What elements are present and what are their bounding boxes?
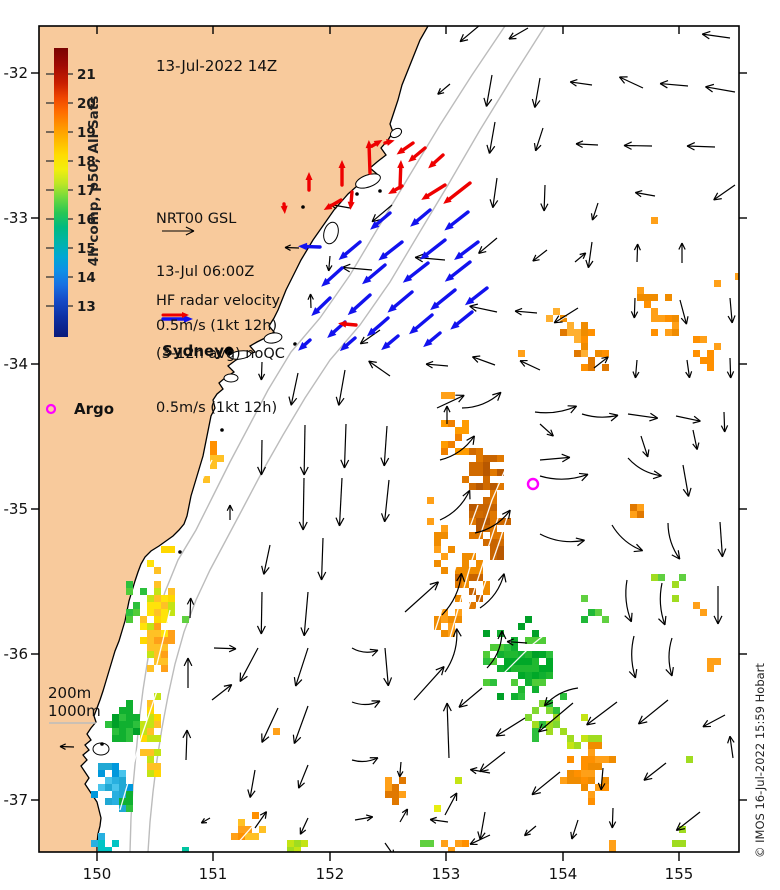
gsl-legend-line3: 0.5m/s (1kt 12h) bbox=[156, 317, 278, 334]
sydney-city-dot bbox=[224, 346, 234, 356]
x-tick-label: 154 bbox=[549, 865, 578, 883]
colorbar-tick-label: 16 bbox=[77, 212, 96, 228]
bay-inlet bbox=[223, 373, 239, 383]
depth-200m-label: 200m bbox=[48, 684, 92, 702]
colorbar-tick-label: 19 bbox=[77, 125, 96, 141]
sst-contour-line bbox=[446, 469, 506, 649]
y-tick-label: -33 bbox=[4, 209, 29, 227]
bay-inlet bbox=[389, 127, 403, 139]
sst-contour-line bbox=[235, 819, 259, 846]
islet bbox=[293, 342, 297, 346]
argo-legend-label: Argo bbox=[74, 400, 115, 418]
colorbar-tick-label: 13 bbox=[77, 299, 96, 315]
islet bbox=[100, 742, 104, 746]
hf-radar-vectors-blue bbox=[298, 208, 489, 352]
gsl-current-vectors bbox=[59, 26, 736, 852]
axis-tick-labels: 150 151 152 153 154 155 -32 -33 -34 -35 -36 -37 bbox=[4, 64, 694, 883]
x-tick-label: 150 bbox=[83, 865, 112, 883]
hf-legend-line2: (3-12h avg) noQC bbox=[156, 346, 285, 363]
colorbar-gradient bbox=[54, 48, 68, 337]
colorbar-tick-label: 14 bbox=[77, 270, 96, 286]
x-tick-label: 152 bbox=[316, 865, 345, 883]
sst-pixel-layer bbox=[91, 217, 739, 852]
argo-float-marker bbox=[526, 477, 540, 491]
islet bbox=[355, 192, 359, 196]
plot-border bbox=[38, 25, 740, 853]
islet bbox=[378, 189, 382, 193]
colorbar: 21 20 19 18 17 16 15 14 13 bbox=[46, 48, 96, 337]
colorbar-tick-label: 17 bbox=[77, 183, 96, 199]
colorbar-tick-label: 21 bbox=[77, 67, 96, 83]
y-tick-label: -36 bbox=[4, 645, 29, 663]
colorbar-tick-label: 15 bbox=[77, 241, 96, 257]
islet bbox=[220, 428, 224, 432]
gsl-legend-line1: NRT00 GSL bbox=[156, 211, 237, 228]
argo-legend-marker bbox=[45, 403, 57, 415]
sst-contour-line bbox=[496, 621, 561, 681]
land-area bbox=[39, 26, 428, 852]
sst-contour-line bbox=[197, 459, 213, 489]
x-tick-label: 151 bbox=[199, 865, 228, 883]
bay-inlet bbox=[323, 221, 339, 245]
colorbar-tick-label: 20 bbox=[77, 96, 96, 112]
gsl-legend-line2: 13-Jul 06:00Z bbox=[156, 264, 255, 281]
colorbar-axis-label: 4h comp, p50, All Sats bbox=[86, 95, 102, 267]
x-tick-label: 153 bbox=[432, 865, 461, 883]
y-tick-label: -34 bbox=[4, 355, 29, 373]
sst-contour-line bbox=[474, 491, 516, 613]
sst-contour-line bbox=[547, 316, 586, 329]
date-label: 13-Jul-2022 14Z bbox=[156, 57, 278, 75]
gsl-legend-text: NRT00 GSL 13-Jul 06:00Z 0.5m/s (1kt 12h) bbox=[156, 176, 277, 371]
copyright-credit: © IMOS 16-Jul-2022 15:59 Hobart bbox=[753, 663, 767, 858]
islet bbox=[178, 550, 182, 554]
colorbar-tick-label: 18 bbox=[77, 154, 96, 170]
y-tick-label: -35 bbox=[4, 500, 29, 518]
sst-contour-line bbox=[431, 504, 479, 641]
depth-1000m-label: 1000m bbox=[48, 702, 101, 720]
y-tick-label: -37 bbox=[4, 791, 29, 809]
axis-ticks bbox=[31, 26, 747, 861]
hf-radar-vectors-red bbox=[280, 139, 472, 328]
islet bbox=[301, 205, 305, 209]
bay-inlet bbox=[355, 173, 381, 189]
hf-legend-line3: 0.5m/s (1kt 12h) bbox=[156, 399, 278, 416]
hf-radar-legend-text: HF radar velocity (3-12h avg) noQC 0.5m/… bbox=[156, 258, 285, 453]
sst-contour-line bbox=[119, 687, 159, 811]
sst-contour-line bbox=[461, 451, 519, 629]
coastline bbox=[80, 26, 429, 852]
x-tick-label: 155 bbox=[665, 865, 694, 883]
sst-contour-line bbox=[147, 609, 171, 701]
map-scene bbox=[39, 26, 739, 852]
y-tick-label: -32 bbox=[4, 64, 29, 82]
hf-legend-line1: HF radar velocity bbox=[156, 293, 281, 310]
bay-inlet bbox=[263, 332, 283, 344]
bay-inlet bbox=[228, 350, 252, 360]
sydney-label: Sydney bbox=[162, 342, 224, 360]
